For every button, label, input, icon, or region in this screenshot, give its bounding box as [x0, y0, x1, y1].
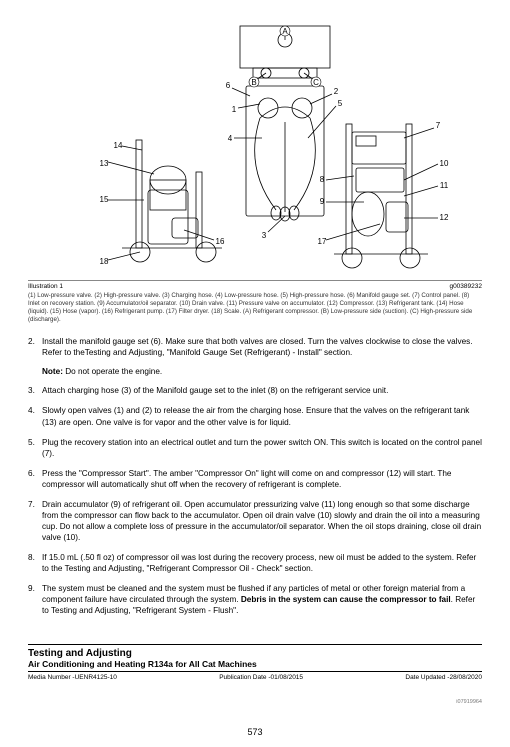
- step-3: Attach charging hose (3) of the Manifold…: [28, 385, 482, 396]
- step-6: Press the "Compressor Start". The amber …: [28, 468, 482, 490]
- callout-1: 1: [232, 105, 237, 114]
- step-9: The system must be cleaned and the syste…: [28, 583, 482, 616]
- callout-8: 8: [320, 175, 325, 184]
- callout-17: 17: [318, 237, 327, 246]
- callout-11: 11: [440, 181, 449, 190]
- footer-media: Media Number -UENR4125-10: [28, 674, 117, 681]
- note-text: Do not operate the engine.: [63, 367, 162, 376]
- tiny-code: i07919964: [28, 699, 482, 705]
- callout-A: A: [282, 27, 288, 36]
- callout-C: C: [313, 78, 319, 87]
- step-5: Plug the recovery station into an electr…: [28, 437, 482, 459]
- section-divider: [28, 644, 482, 645]
- callout-B: B: [251, 78, 256, 87]
- footer-update: Date Updated -28/08/2020: [405, 674, 482, 681]
- note-line: Note: Do not operate the engine.: [28, 367, 482, 376]
- callout-10: 10: [440, 159, 449, 168]
- illustration-label: Illustration 1: [28, 283, 63, 290]
- illustration: A B C 1 2 3 4 5 6 14 13 15 16 18 7 8 9 1…: [28, 18, 482, 274]
- footer-subtitle: Air Conditioning and Heating R134a for A…: [28, 659, 482, 672]
- callout-13: 13: [100, 159, 109, 168]
- callout-14: 14: [114, 141, 123, 150]
- callout-3: 3: [262, 231, 267, 240]
- step-4: Slowly open valves (1) and (2) to releas…: [28, 405, 482, 427]
- note-label: Note:: [42, 367, 63, 376]
- illustration-caption: (1) Low-pressure valve. (2) High-pressur…: [28, 292, 482, 324]
- callout-6: 6: [226, 81, 231, 90]
- page-number: 573: [28, 727, 482, 737]
- callout-16: 16: [216, 237, 225, 246]
- callout-15: 15: [100, 195, 109, 204]
- footer-title: Testing and Adjusting: [28, 648, 482, 659]
- illustration-meta-row: Illustration 1 g00389232: [28, 280, 482, 290]
- step-8: If 15.0 mL (.50 fl oz) of compressor oil…: [28, 552, 482, 574]
- callout-7: 7: [436, 121, 441, 130]
- illustration-svg: A B C 1 2 3 4 5 6 14 13 15 16 18 7 8 9 1…: [28, 18, 482, 274]
- step-9-bold: Debris in the system can cause the compr…: [241, 595, 451, 604]
- callout-5: 5: [338, 99, 343, 108]
- procedure-steps: Install the manifold gauge set (6). Make…: [28, 336, 482, 358]
- callout-2: 2: [334, 87, 339, 96]
- illustration-code: g00389232: [449, 283, 482, 290]
- step-2: Install the manifold gauge set (6). Make…: [28, 336, 482, 358]
- footer-pubdate: Publication Date -01/08/2015: [219, 674, 303, 681]
- callout-18: 18: [100, 257, 109, 266]
- callout-4: 4: [228, 134, 233, 143]
- step-7: Drain accumulator (9) of refrigerant oil…: [28, 499, 482, 543]
- procedure-steps-cont: Attach charging hose (3) of the Manifold…: [28, 385, 482, 616]
- callout-12: 12: [440, 213, 449, 222]
- callout-9: 9: [320, 197, 325, 206]
- footer-meta: Media Number -UENR4125-10 Publication Da…: [28, 674, 482, 681]
